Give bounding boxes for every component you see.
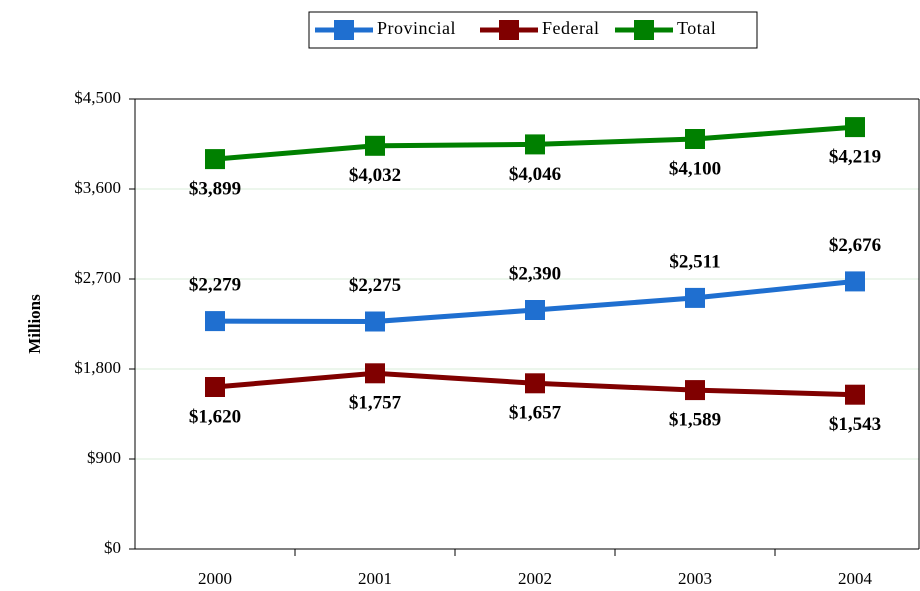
x-tick-label: 2002 <box>518 569 552 588</box>
data-label: $4,219 <box>829 146 881 167</box>
y-axis-label: Millions <box>25 294 44 354</box>
point-marker <box>525 300 545 320</box>
x-tick-label: 2001 <box>358 569 392 588</box>
point-marker <box>365 135 385 156</box>
data-label: $2,275 <box>349 275 401 296</box>
data-label: $2,676 <box>829 235 881 256</box>
point-marker <box>845 271 865 292</box>
data-label: $4,046 <box>509 164 561 185</box>
legend-marker <box>634 20 654 40</box>
point-marker <box>525 373 545 394</box>
data-label: $2,511 <box>669 251 720 272</box>
data-label: $4,100 <box>669 158 721 179</box>
legend-marker <box>499 20 519 40</box>
data-label: $2,279 <box>189 274 241 295</box>
data-label: $1,657 <box>509 403 562 424</box>
x-tick-label: 2000 <box>198 569 232 588</box>
legend-label: Federal <box>542 18 599 38</box>
legend-label: Provincial <box>377 18 456 38</box>
legend-label: Total <box>677 18 716 38</box>
point-marker <box>525 134 545 155</box>
y-tick-label: $2,700 <box>74 268 121 287</box>
data-label: $4,032 <box>349 165 401 186</box>
data-label: $2,390 <box>509 263 561 284</box>
point-marker <box>685 129 705 149</box>
point-marker <box>845 384 865 405</box>
y-tick-label: $3,600 <box>74 178 121 197</box>
y-tick-label: $4,500 <box>74 88 121 107</box>
x-tick-label: 2004 <box>838 569 873 588</box>
legend-marker <box>334 20 354 40</box>
y-tick-label: $0 <box>104 538 121 557</box>
point-marker <box>365 311 385 332</box>
point-marker <box>205 149 225 170</box>
point-marker <box>845 117 865 138</box>
y-tick-label: $900 <box>87 448 121 467</box>
data-label: $1,620 <box>189 406 241 427</box>
point-marker <box>205 377 225 397</box>
point-marker <box>685 287 705 308</box>
data-label: $1,757 <box>349 393 402 414</box>
data-label: $1,589 <box>669 409 721 430</box>
y-tick-label: $1,800 <box>74 358 121 377</box>
point-marker <box>365 363 385 384</box>
point-marker <box>685 380 705 401</box>
data-label: $1,543 <box>829 414 881 435</box>
x-tick-label: 2003 <box>678 569 712 588</box>
data-label: $3,899 <box>189 178 241 199</box>
point-marker <box>205 311 225 332</box>
